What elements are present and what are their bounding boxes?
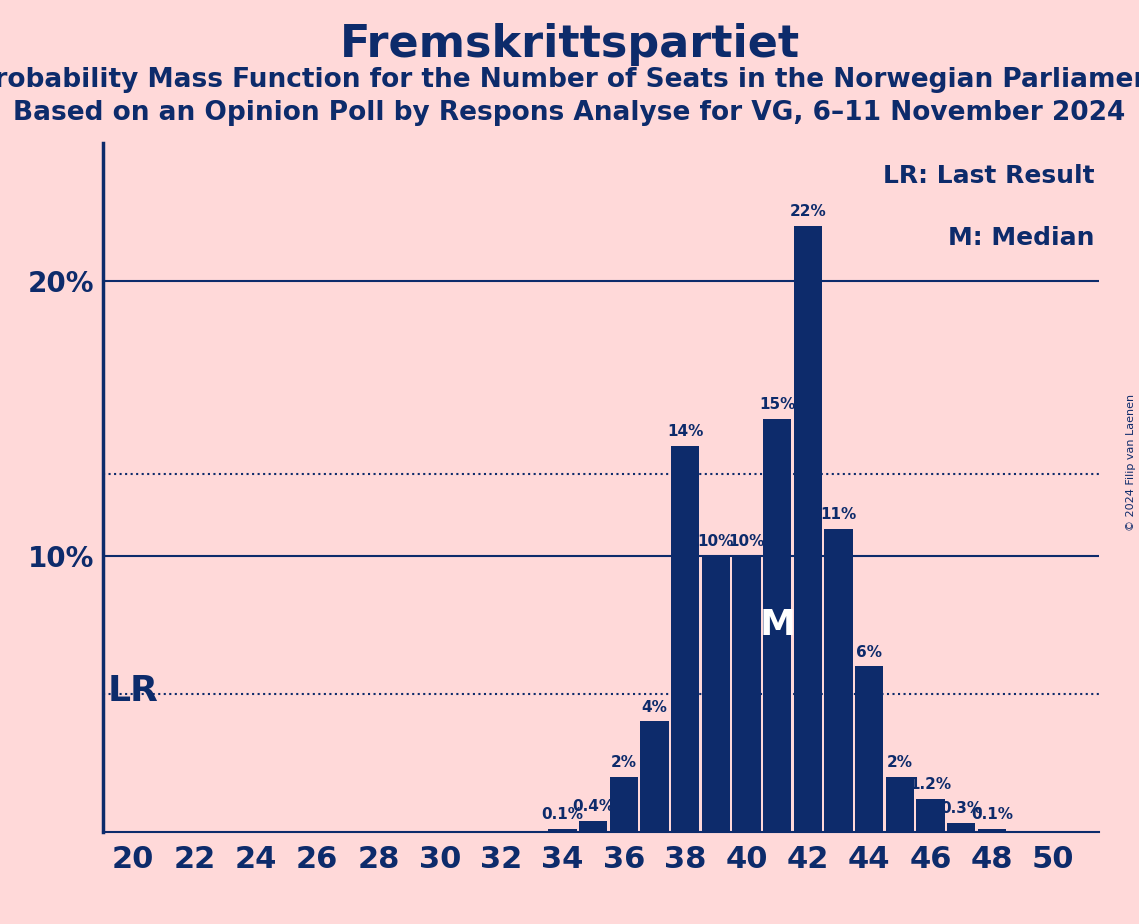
Text: LR: Last Result: LR: Last Result [883,164,1095,188]
Bar [977,829,1006,832]
Bar [702,556,730,832]
Bar [886,776,913,832]
Text: Based on an Opinion Poll by Respons Analyse for VG, 6–11 November 2024: Based on an Opinion Poll by Respons Anal… [14,100,1125,126]
Text: © 2024 Filip van Laenen: © 2024 Filip van Laenen [1126,394,1136,530]
Bar [548,829,576,832]
Text: 0.1%: 0.1% [541,807,583,822]
Text: M: M [760,608,795,642]
Text: 22%: 22% [789,204,826,219]
Text: LR: LR [107,674,158,708]
Bar [609,776,638,832]
Text: 15%: 15% [759,396,795,412]
Text: 10%: 10% [697,534,734,550]
Bar [763,419,792,832]
Text: Fremskrittspartiet: Fremskrittspartiet [339,23,800,67]
Bar [579,821,607,832]
Text: 1.2%: 1.2% [909,777,951,792]
Text: 10%: 10% [728,534,764,550]
Text: 14%: 14% [667,424,704,439]
Text: 2%: 2% [611,755,637,770]
Bar [671,446,699,832]
Text: Probability Mass Function for the Number of Seats in the Norwegian Parliament: Probability Mass Function for the Number… [0,67,1139,92]
Bar [947,823,975,832]
Bar [640,722,669,832]
Bar [825,529,853,832]
Text: 6%: 6% [857,645,882,660]
Text: 0.1%: 0.1% [970,807,1013,822]
Text: 0.3%: 0.3% [940,801,982,817]
Bar [794,225,822,832]
Bar [917,798,944,832]
Text: 4%: 4% [641,699,667,714]
Bar [855,666,883,832]
Bar [732,556,761,832]
Text: 2%: 2% [887,755,912,770]
Text: 0.4%: 0.4% [572,798,614,814]
Text: 11%: 11% [820,507,857,522]
Text: M: Median: M: Median [948,225,1095,249]
